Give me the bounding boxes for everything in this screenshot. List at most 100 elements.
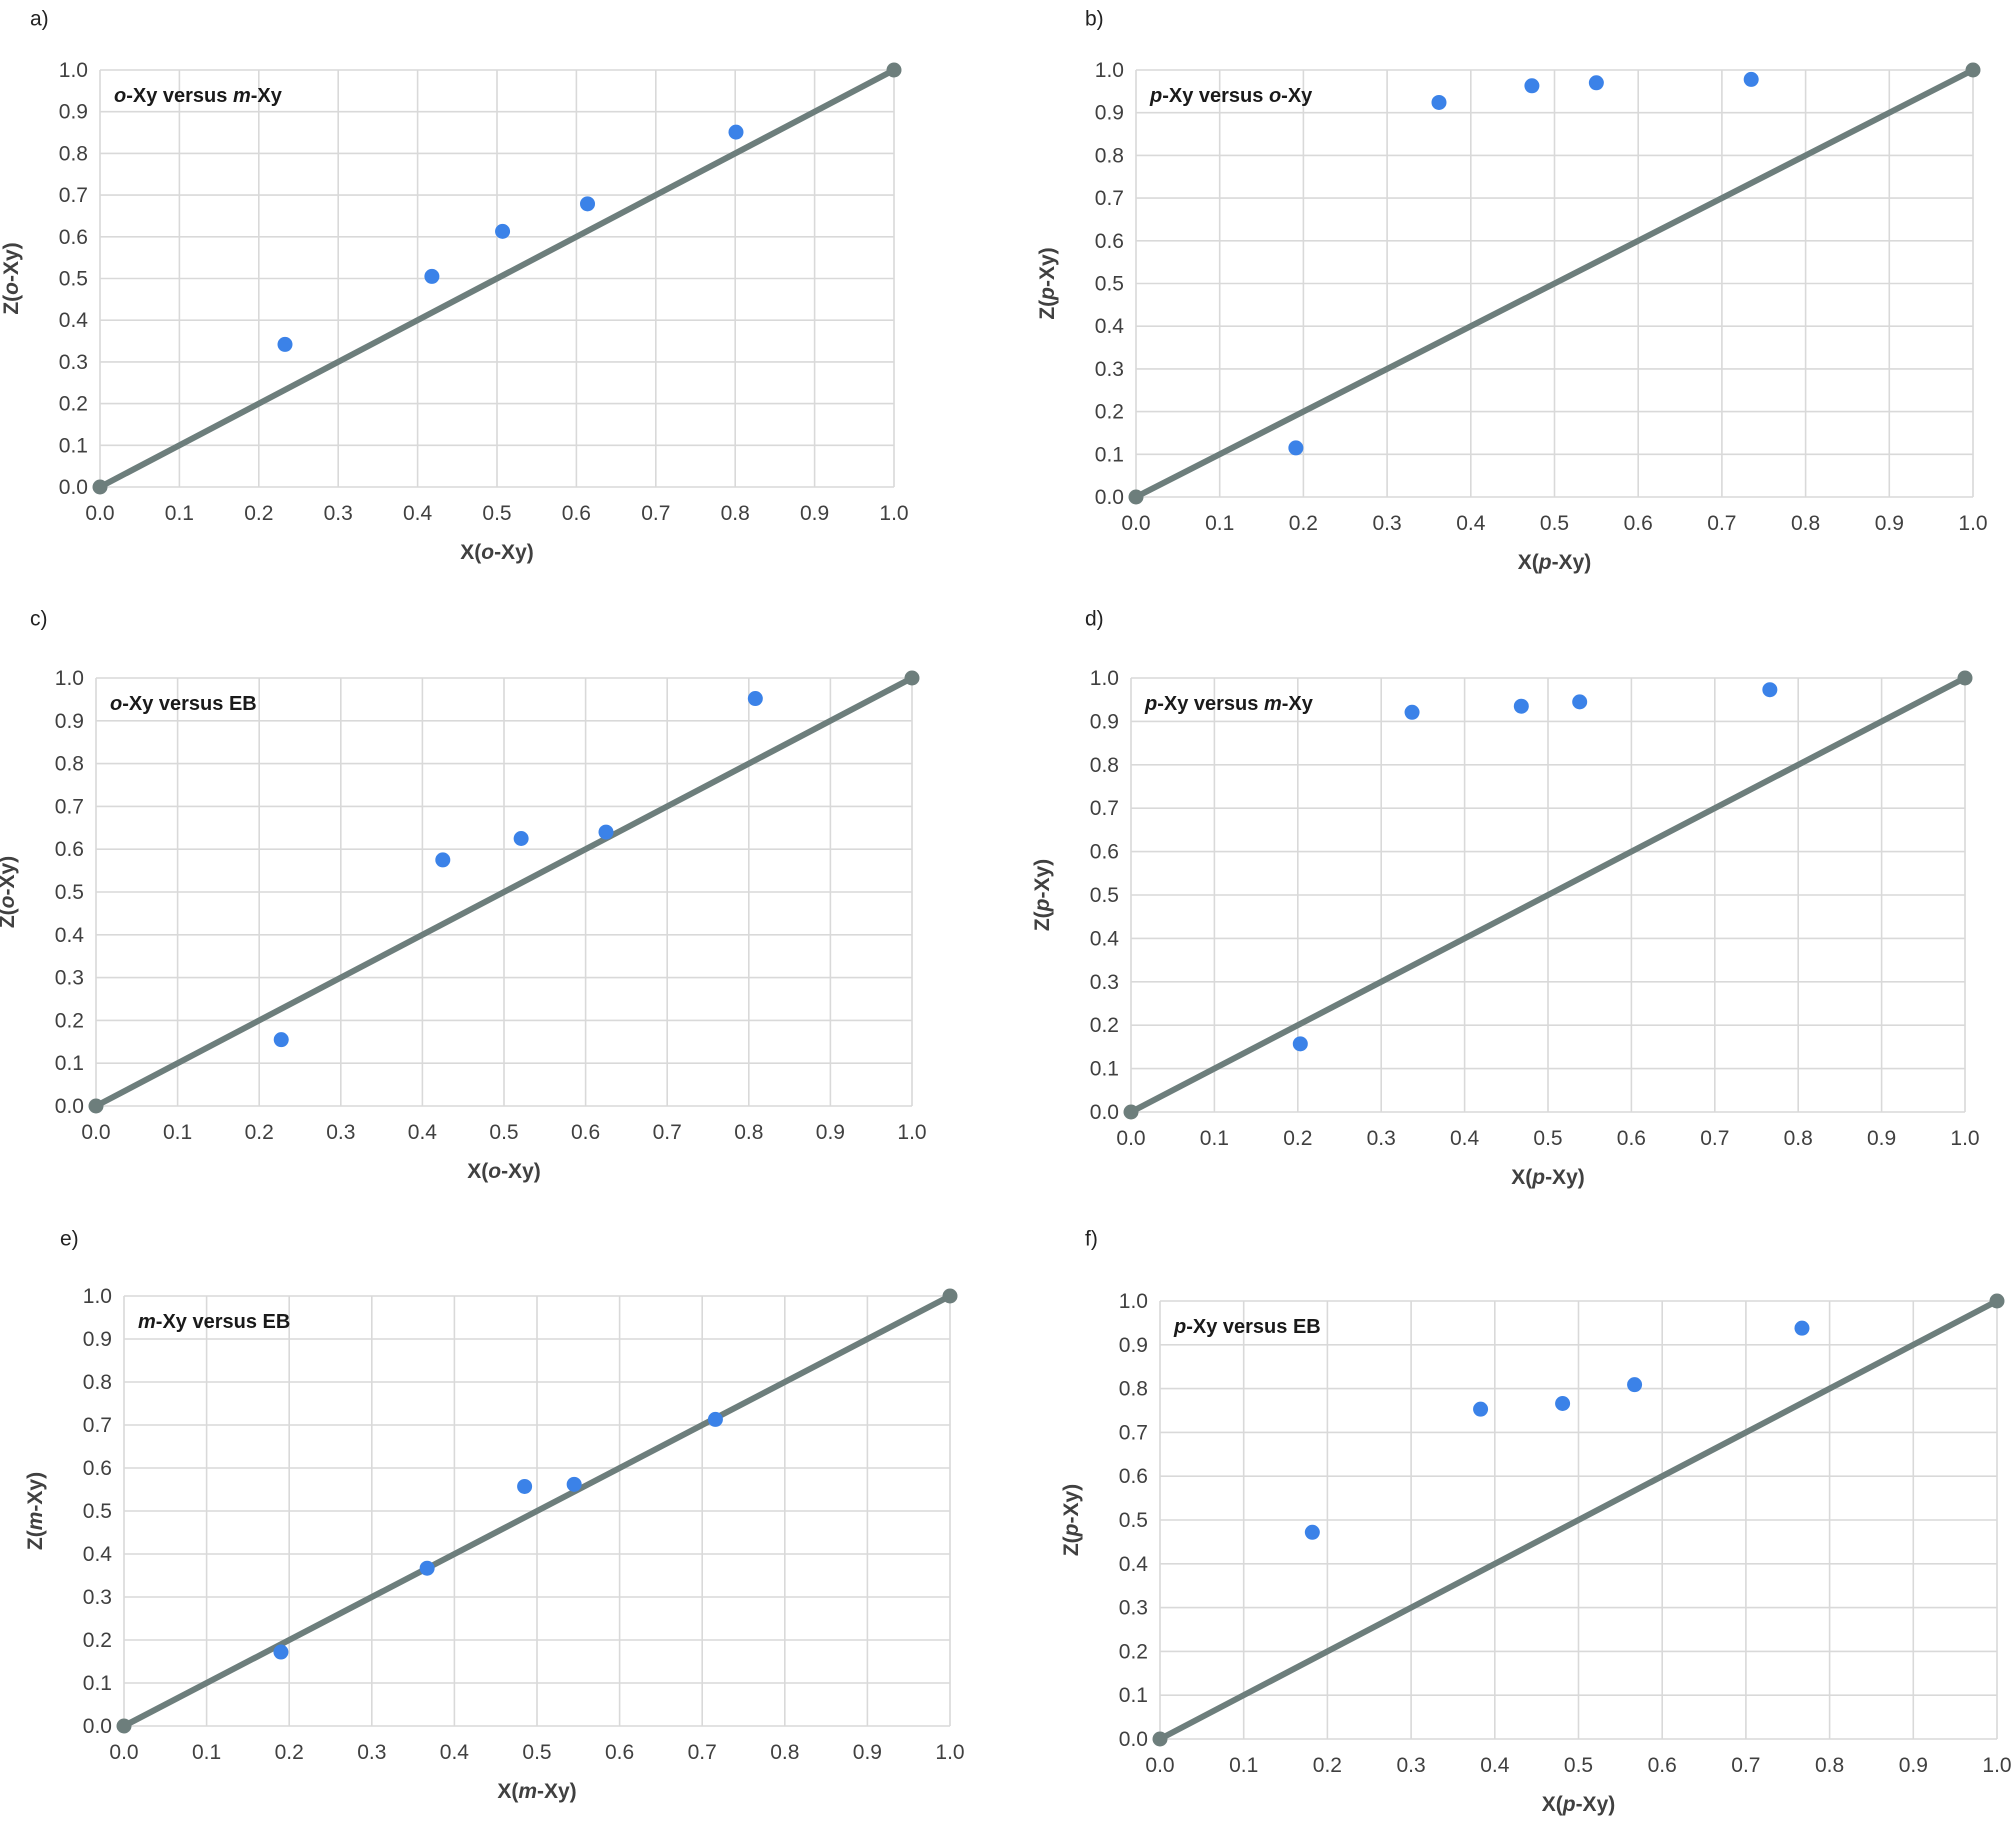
y-tick-label: 0.5: [55, 881, 84, 904]
panel-letter: d): [1085, 608, 1104, 631]
y-tick-label: 0.7: [1095, 187, 1124, 210]
diagonal-endpoint-marker: [1123, 1104, 1139, 1120]
y-tick-label: 0.4: [1095, 315, 1125, 338]
y-tick-label: 0.0: [1119, 1728, 1148, 1751]
x-tick-label: 0.5: [489, 1121, 518, 1144]
y-axis-title: Z(o-Xy): [0, 856, 19, 928]
x-tick-label: 0.7: [688, 1741, 717, 1764]
data-point: [566, 1476, 582, 1492]
x-tick-label: 0.0: [1116, 1127, 1145, 1150]
chart-title: o-Xy versus EB: [110, 693, 257, 715]
data-point: [424, 268, 440, 284]
y-tick-label: 0.7: [59, 184, 88, 207]
data-point: [517, 1478, 533, 1494]
data-point: [419, 1560, 435, 1576]
data-point: [1513, 698, 1529, 714]
x-tick-label: 0.4: [1456, 512, 1486, 535]
x-tick-label: 0.0: [85, 502, 114, 525]
y-axis-title: Z(p-Xy): [1060, 1484, 1083, 1556]
x-axis-title: X(p-Xy): [1542, 1793, 1616, 1816]
y-tick-label: 0.2: [1119, 1640, 1148, 1663]
y-tick-label: 0.2: [59, 393, 88, 416]
y-axis-title: Z(p-Xy): [1031, 859, 1054, 931]
y-tick-label: 0.6: [83, 1457, 112, 1480]
data-point: [1473, 1401, 1489, 1417]
data-point: [1588, 75, 1604, 91]
chart-title: p-Xy versus EB: [1173, 1316, 1321, 1338]
y-tick-label: 0.8: [55, 753, 84, 776]
x-tick-label: 0.7: [1707, 512, 1736, 535]
y-tick-label: 0.0: [83, 1715, 112, 1738]
x-tick-label: 0.6: [562, 502, 591, 525]
data-point: [728, 124, 744, 140]
x-tick-label: 0.2: [1313, 1754, 1342, 1777]
chart-f: f) 0.0 0.1 0.2 0.3 0.4 0.5 0.6 0.7 0.8 0.9 1.0 0.0 0.…: [1060, 1228, 2012, 1816]
x-axis-title: X(p-Xy): [1511, 1166, 1585, 1189]
x-tick-label: 0.2: [244, 502, 273, 525]
x-tick-label: 0.8: [1784, 1127, 1813, 1150]
data-point: [277, 336, 293, 352]
x-tick-label: 0.8: [734, 1121, 763, 1144]
x-tick-label: 0.4: [1480, 1754, 1510, 1777]
y-tick-label: 0.1: [59, 434, 88, 457]
y-tick-label: 0.6: [1119, 1465, 1148, 1488]
y-tick-label: 0.4: [59, 309, 89, 332]
y-tick-label: 0.0: [59, 476, 88, 499]
x-tick-label: 0.1: [1205, 512, 1234, 535]
data-point: [598, 824, 614, 840]
x-tick-label: 0.4: [408, 1121, 438, 1144]
y-tick-label: 0.8: [59, 142, 88, 165]
y-tick-label: 0.4: [55, 924, 85, 947]
y-tick-label: 0.7: [1119, 1421, 1148, 1444]
data-point: [1524, 78, 1540, 94]
x-tick-label: 0.7: [653, 1121, 682, 1144]
data-point: [1555, 1395, 1571, 1411]
x-tick-label: 0.3: [1372, 512, 1401, 535]
x-tick-label: 1.0: [1958, 512, 1987, 535]
x-tick-label: 0.3: [357, 1741, 386, 1764]
diagonal-endpoint-marker: [116, 1718, 132, 1734]
y-tick-label: 0.4: [1090, 927, 1120, 950]
data-point: [495, 223, 511, 239]
x-tick-label: 0.9: [853, 1741, 882, 1764]
x-tick-label: 0.9: [800, 502, 829, 525]
x-tick-label: 0.6: [571, 1121, 600, 1144]
x-tick-label: 0.1: [192, 1741, 221, 1764]
diagonal-line: [1133, 67, 1976, 500]
data-point: [1431, 94, 1447, 110]
y-tick-label: 0.2: [83, 1629, 112, 1652]
y-tick-label: 0.9: [1119, 1334, 1148, 1357]
x-axis-title: X(o-Xy): [467, 1160, 541, 1183]
y-tick-label: 0.8: [1090, 754, 1119, 777]
y-tick-label: 1.0: [83, 1285, 112, 1308]
y-tick-label: 1.0: [55, 667, 84, 690]
data-point: [1762, 682, 1778, 698]
x-tick-label: 0.3: [1367, 1127, 1396, 1150]
data-point: [273, 1032, 289, 1048]
chart-c: c) 0.0 0.1 0.2 0.3 0.4 0.5 0.6 0.7 0.8 0.9 1.0 0.0 0.…: [0, 608, 927, 1183]
x-tick-label: 0.0: [1121, 512, 1150, 535]
x-tick-label: 0.0: [1145, 1754, 1174, 1777]
y-tick-label: 0.2: [55, 1009, 84, 1032]
x-axis-title: X(p-Xy): [1518, 551, 1592, 574]
diagonal-endpoint-marker: [1152, 1731, 1168, 1747]
y-tick-label: 0.3: [1095, 358, 1124, 381]
x-tick-label: 0.8: [721, 502, 750, 525]
x-tick-label: 0.5: [1540, 512, 1569, 535]
data-point: [1288, 440, 1304, 456]
x-tick-label: 0.6: [1617, 1127, 1646, 1150]
y-tick-label: 0.3: [59, 351, 88, 374]
x-tick-label: 0.8: [1815, 1754, 1844, 1777]
y-tick-label: 0.0: [1095, 486, 1124, 509]
y-tick-label: 0.6: [1090, 841, 1119, 864]
x-tick-label: 1.0: [897, 1121, 926, 1144]
y-tick-label: 0.9: [1090, 710, 1119, 733]
x-tick-label: 0.3: [326, 1121, 355, 1144]
y-tick-label: 0.7: [83, 1414, 112, 1437]
y-axis-title: Z(o-Xy): [0, 242, 23, 314]
x-tick-label: 0.1: [163, 1121, 192, 1144]
data-point: [435, 852, 451, 868]
x-tick-label: 0.2: [275, 1741, 304, 1764]
x-tick-label: 0.0: [81, 1121, 110, 1144]
x-tick-label: 0.9: [816, 1121, 845, 1144]
